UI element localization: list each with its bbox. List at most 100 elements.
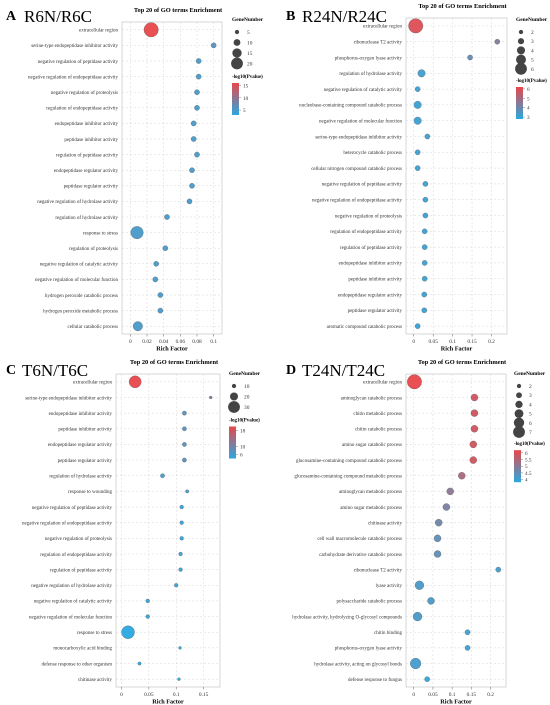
color-scale-label: 5 <box>527 96 530 102</box>
data-point <box>185 489 189 494</box>
term-label: negative regulation of endopeptidase act… <box>22 521 112 526</box>
term-label: regulation of proteolysis <box>69 247 118 252</box>
data-point <box>194 89 200 95</box>
term-label: chitin metabolic process <box>353 412 402 417</box>
comparison-label: T24N/T24C <box>302 361 385 380</box>
panel-c: C T6N/T6C Top 20 of GO terms Enrichment ext… <box>6 359 261 705</box>
term-label: chitinase activity <box>78 678 113 683</box>
panel-d: D T24N/T24C Top 20 of GO terms Enrichment e… <box>286 359 546 705</box>
data-point <box>421 291 428 298</box>
x-tick-label: 0.1 <box>173 692 180 698</box>
data-point <box>209 395 213 400</box>
term-label: serine-type endopeptidase inhibitor acti… <box>315 135 402 140</box>
x-tick-label: 0 <box>412 692 415 698</box>
data-point <box>417 69 426 78</box>
term-label: lyase activity <box>375 584 402 589</box>
term-label: negative regulation of endopeptidase act… <box>312 199 402 204</box>
term-label: aromatic compound catabolic process <box>327 325 402 330</box>
color-legend-title: -log10(Pvalue) <box>232 75 263 80</box>
term-label: glucosamine-containing compound cataboli… <box>296 459 402 464</box>
term-label: amino sugar metabolic process <box>340 506 402 511</box>
data-point <box>182 442 187 447</box>
size-legend-title: GeneNumber <box>516 17 548 23</box>
term-label: hydrolase activity, acting on glycosyl b… <box>314 662 402 667</box>
size-legend-dot <box>229 392 239 401</box>
data-point <box>195 73 202 80</box>
panel-b: B R24N/R24C Top 20 of GO terms Enrichment e… <box>286 3 548 353</box>
term-label: regulation of hydrolase activity <box>339 72 402 77</box>
data-point <box>194 105 200 111</box>
term-label: regulation of endopeptidase activity <box>330 230 402 235</box>
data-point <box>195 58 202 64</box>
panel-letter: C <box>6 363 16 378</box>
term-label: peptidase inhibitor activity <box>58 428 112 433</box>
term-label: extracellular region <box>363 381 403 386</box>
plot-frame <box>115 373 221 688</box>
size-legend-label: 10 <box>244 384 250 390</box>
data-point <box>414 323 421 329</box>
color-scale-label: 3 <box>527 115 530 121</box>
data-point <box>435 519 443 527</box>
data-point <box>128 375 142 389</box>
color-scale-label: 6 <box>240 453 243 459</box>
term-label: endopeptidase regulator activity <box>54 169 119 174</box>
term-label: endopeptidase inhibitor activity <box>49 412 113 417</box>
chart-title: Top 20 of GO terms Enrichment <box>418 359 507 366</box>
size-legend-label: 2 <box>529 384 532 390</box>
term-label: negative regulation of molecular functio… <box>29 615 113 620</box>
data-point <box>178 646 182 650</box>
data-point <box>178 551 183 557</box>
color-legend-title: -log10(Pvalue) <box>514 442 545 447</box>
x-tick-label: 0.1 <box>449 339 456 345</box>
color-scale-label: 4.5 <box>525 471 532 477</box>
data-point <box>414 86 421 92</box>
x-tick-label: 0.06 <box>176 339 186 345</box>
data-point <box>464 645 471 651</box>
term-label: peptidase inhibitor activity <box>348 278 402 283</box>
data-point <box>446 487 454 496</box>
x-tick-label: 0.05 <box>428 692 438 698</box>
term-label: chitin catabolic process <box>355 428 402 433</box>
size-legend-dot <box>515 400 523 409</box>
data-point <box>464 629 471 635</box>
term-label: defense response to other organism <box>42 662 113 667</box>
data-point <box>433 550 442 558</box>
size-legend-label: 20 <box>244 395 250 401</box>
size-legend-label: 6 <box>531 67 534 73</box>
data-point <box>413 116 422 125</box>
term-label: aminoglycan metabolic process <box>339 490 402 495</box>
term-label: negative regulation of endopeptidase act… <box>28 75 118 80</box>
size-legend-dot <box>513 417 525 428</box>
x-tick-label: 0.04 <box>159 339 169 345</box>
term-label: chitinase activity <box>368 521 403 526</box>
plot-frame <box>121 21 223 335</box>
term-label: extracellular region <box>73 381 113 386</box>
data-point <box>210 42 217 49</box>
term-label: serine-type endopeptidase inhibitor acti… <box>31 44 118 49</box>
term-label: cellular catabolic process <box>67 325 118 330</box>
term-label: extracellular region <box>363 25 403 30</box>
term-label: negative regulation of proteolysis <box>51 91 118 96</box>
term-label: negative regulation of peptidase activit… <box>38 60 119 65</box>
term-label: extracellular region <box>79 29 119 34</box>
term-label: amino sugar catabolic process <box>342 443 402 448</box>
size-legend-dot <box>232 48 242 58</box>
size-legend-dot <box>517 38 525 45</box>
data-point <box>470 393 479 402</box>
size-legend-label: 30 <box>244 405 250 411</box>
chart-title: Top 20 of GO terms Enrichment <box>130 359 219 366</box>
x-axis-label: Rich Factor <box>440 699 472 705</box>
size-legend-label: 15 <box>247 51 253 57</box>
term-label: endopeptidase regulator activity <box>338 293 403 298</box>
term-label: chitin binding <box>374 631 402 636</box>
term-label: negative regulation of proteolysis <box>335 214 402 219</box>
size-legend-dot <box>231 57 243 70</box>
x-axis-label: Rich Factor <box>441 346 473 353</box>
color-scale-label: 6 <box>527 87 530 93</box>
color-scale-label: 10 <box>243 96 249 102</box>
data-point <box>470 425 479 433</box>
term-label: aminoglycan catabolic process <box>341 396 402 401</box>
term-label: peptidase regulator activity <box>348 309 403 314</box>
color-scale-label: 5 <box>525 464 528 470</box>
data-point <box>132 321 143 332</box>
